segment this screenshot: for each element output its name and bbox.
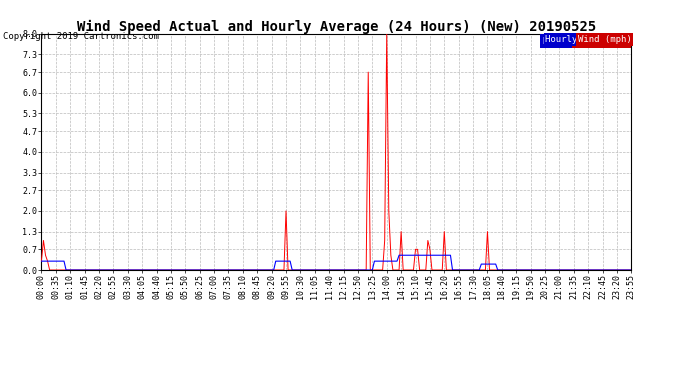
Title: Wind Speed Actual and Hourly Average (24 Hours) (New) 20190525: Wind Speed Actual and Hourly Average (24…	[77, 20, 596, 34]
Text: Wind (mph): Wind (mph)	[575, 36, 629, 45]
Text: Copyright 2019 Cartronics.com: Copyright 2019 Cartronics.com	[3, 32, 159, 41]
Text: Wind (mph): Wind (mph)	[578, 35, 631, 44]
Text: Hourly Avg (mph): Hourly Avg (mph)	[542, 36, 629, 45]
Text: Hourly Avg (mph): Hourly Avg (mph)	[545, 35, 631, 44]
